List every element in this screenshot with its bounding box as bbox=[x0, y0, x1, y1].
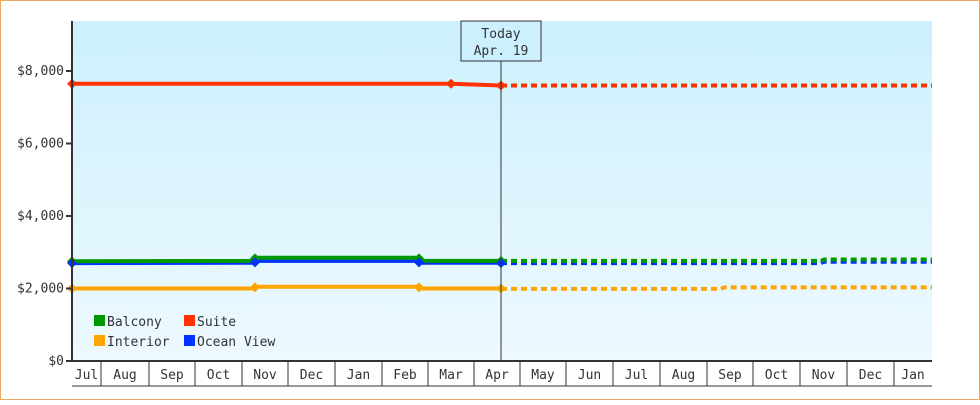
plot-area bbox=[72, 21, 932, 361]
y-tick-label: $4,000 bbox=[17, 209, 64, 224]
today-label-line2: Apr. 19 bbox=[474, 44, 529, 59]
x-tick-label: Sep bbox=[718, 368, 742, 383]
series-layer bbox=[67, 78, 932, 294]
data-point-marker[interactable] bbox=[414, 257, 424, 268]
legend-label: Interior bbox=[107, 335, 170, 350]
data-point-marker[interactable] bbox=[414, 282, 424, 293]
x-tick-label: Jan bbox=[901, 368, 924, 383]
series-line-suite bbox=[72, 81, 502, 88]
data-point-marker[interactable] bbox=[446, 78, 456, 89]
legend-swatch bbox=[184, 315, 195, 326]
legend-label: Suite bbox=[197, 315, 236, 330]
x-tick-label: Apr bbox=[485, 368, 509, 383]
x-tick-label: Dec bbox=[859, 368, 882, 383]
legend-swatch bbox=[94, 335, 105, 346]
legend-swatch bbox=[94, 315, 105, 326]
x-tick-label: Feb bbox=[393, 368, 417, 383]
legend-label: Ocean View bbox=[197, 335, 275, 350]
forecast-line-interior bbox=[501, 285, 932, 291]
x-tick-label: Nov bbox=[812, 368, 836, 383]
x-tick-label: Nov bbox=[253, 368, 277, 383]
y-tick-label: $6,000 bbox=[17, 137, 64, 152]
data-point-marker[interactable] bbox=[250, 257, 260, 268]
legend-item-balcony[interactable]: Balcony bbox=[94, 315, 162, 330]
x-tick-label: Mar bbox=[439, 368, 463, 383]
x-tick-label: Aug bbox=[672, 368, 695, 383]
x-tick-label: Oct bbox=[765, 368, 788, 383]
legend: Balcony Suite Interior Ocean View bbox=[94, 315, 275, 350]
x-tick-label: Aug bbox=[113, 368, 136, 383]
y-tick-label: $8,000 bbox=[17, 64, 64, 79]
axis-layer: $0 $2,000 $4,000 $6,000 $8,000 Jul Aug Sep Oct No… bbox=[17, 21, 932, 387]
legend-item-ocean-view[interactable]: Ocean View bbox=[184, 335, 275, 350]
x-tick-label: Jul bbox=[625, 368, 648, 383]
legend-item-interior[interactable]: Interior bbox=[94, 335, 170, 350]
x-tick-label: Sep bbox=[160, 368, 184, 383]
legend-item-suite[interactable]: Suite bbox=[184, 315, 236, 330]
x-tick-label: Dec bbox=[300, 368, 323, 383]
y-tick-label: $2,000 bbox=[17, 282, 64, 297]
today-label-box bbox=[460, 20, 542, 62]
series-line-interior bbox=[72, 284, 501, 291]
y-tick-label: $0 bbox=[48, 354, 64, 369]
today-label-line1: Today bbox=[481, 27, 520, 42]
forecast-line-balcony bbox=[501, 257, 932, 263]
legend-swatch bbox=[184, 335, 195, 346]
today-marker: Today Apr. 19 bbox=[460, 20, 542, 361]
x-tick-label: Jun bbox=[578, 368, 601, 383]
x-tick-label: May bbox=[531, 368, 555, 383]
legend-label: Balcony bbox=[107, 315, 162, 330]
x-tick-label: Oct bbox=[207, 368, 230, 383]
x-tick-label: Jul bbox=[75, 368, 98, 383]
x-tick-label: Jan bbox=[347, 368, 370, 383]
data-point-marker[interactable] bbox=[250, 282, 260, 293]
series-line-balcony bbox=[71, 255, 501, 264]
